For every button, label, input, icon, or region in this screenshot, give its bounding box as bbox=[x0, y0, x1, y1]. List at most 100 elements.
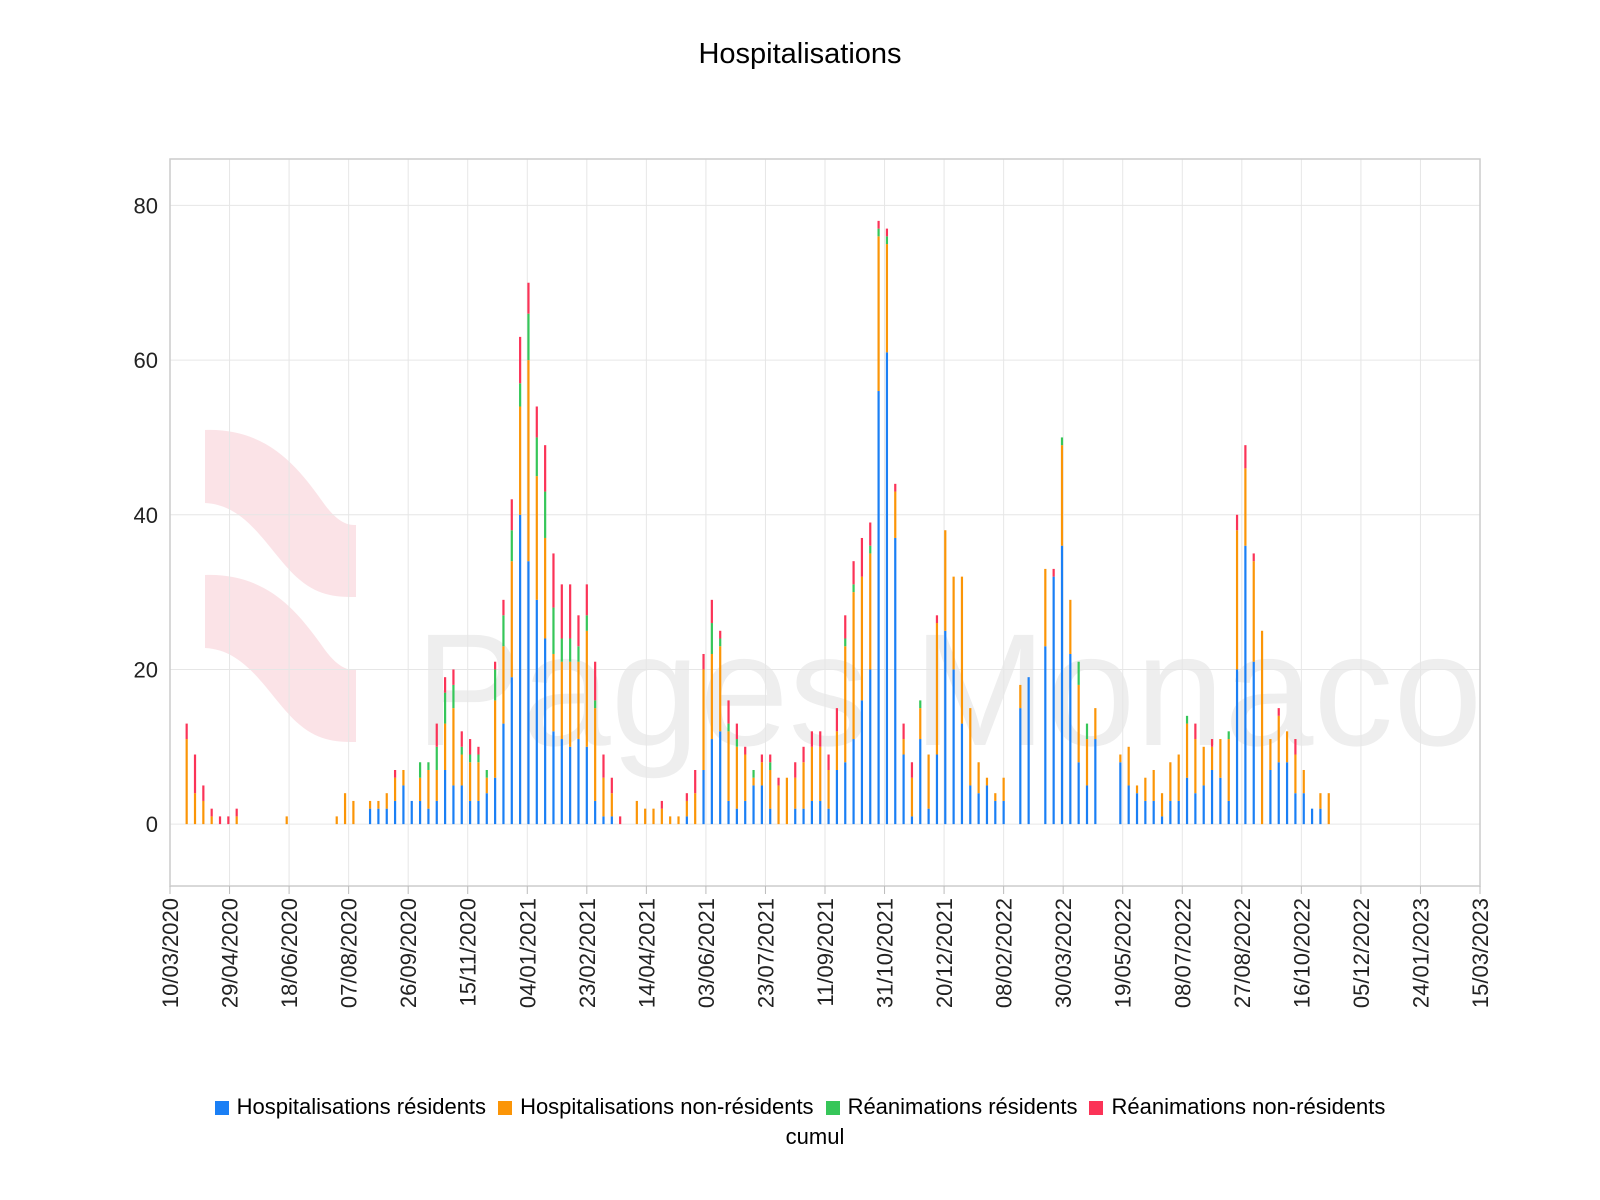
bar-hosp-non-residents bbox=[577, 661, 580, 740]
bar-rea-residents bbox=[585, 615, 588, 631]
bar-hosp-non-residents bbox=[377, 800, 380, 809]
bar-rea-residents bbox=[1077, 661, 1080, 685]
bar-hosp-residents bbox=[702, 769, 705, 825]
bar-rea-non-residents bbox=[794, 762, 797, 778]
bar-hosp-non-residents bbox=[702, 669, 705, 770]
bar-hosp-non-residents bbox=[510, 561, 513, 678]
bar-hosp-residents bbox=[935, 754, 939, 825]
bar-hosp-residents bbox=[960, 723, 964, 825]
bar-hosp-non-residents bbox=[1202, 746, 1205, 786]
bar-rea-residents bbox=[560, 638, 563, 662]
bar-rea-residents bbox=[510, 530, 513, 562]
bar-rea-residents bbox=[569, 638, 572, 662]
x-tick-label: 19/05/2022 bbox=[1111, 898, 1136, 1008]
bar-hosp-residents bbox=[1202, 785, 1205, 825]
bar-hosp-non-residents bbox=[1244, 468, 1247, 546]
bar-hosp-non-residents bbox=[635, 800, 638, 825]
y-tick-label: 0 bbox=[146, 812, 158, 837]
bar-rea-residents bbox=[1085, 723, 1089, 740]
bar-rea-residents bbox=[527, 313, 530, 361]
bar-hosp-residents bbox=[902, 754, 905, 825]
bar-hosp-non-residents bbox=[727, 731, 730, 801]
bar-hosp-residents bbox=[819, 800, 822, 825]
bar-hosp-non-residents bbox=[560, 661, 563, 740]
bar-rea-non-residents bbox=[552, 553, 555, 608]
x-tick-label: 27/08/2022 bbox=[1230, 898, 1255, 1008]
legend-item-rea-residents[interactable]: Réanimations résidents bbox=[825, 1092, 1077, 1122]
bar-hosp-non-residents bbox=[977, 762, 980, 794]
bar-hosp-residents bbox=[985, 785, 989, 825]
bar-hosp-residents bbox=[719, 731, 722, 825]
bar-hosp-non-residents bbox=[885, 244, 889, 353]
bar-hosp-residents bbox=[1002, 800, 1005, 825]
bar-hosp-residents bbox=[1044, 646, 1047, 825]
bar-hosp-non-residents bbox=[1094, 708, 1097, 740]
bar-hosp-residents bbox=[577, 739, 580, 825]
bar-hosp-non-residents bbox=[894, 491, 897, 538]
x-axis: 10/03/2020 29/04/2020 18/06/2020 07/08/2020… bbox=[158, 886, 1493, 1008]
bar-rea-non-residents bbox=[777, 777, 780, 786]
bar-hosp-non-residents bbox=[802, 762, 805, 809]
legend-item-hosp-non-residents[interactable]: Hospitalisations non-résidents bbox=[498, 1092, 814, 1122]
bar-hosp-residents bbox=[560, 739, 563, 825]
bar-hosp-residents bbox=[610, 816, 613, 825]
bar-rea-non-residents bbox=[877, 220, 880, 229]
x-tick-label: 30/03/2022 bbox=[1051, 898, 1076, 1008]
bar-hosp-residents bbox=[794, 808, 797, 825]
bar-rea-residents bbox=[852, 584, 855, 593]
bar-hosp-non-residents bbox=[869, 553, 872, 670]
bar-hosp-non-residents bbox=[418, 777, 422, 801]
bar-rea-non-residents bbox=[460, 731, 463, 747]
bar-hosp-residents bbox=[1244, 545, 1247, 825]
legend-item-hosp-residents[interactable]: Hospitalisations résidents bbox=[214, 1092, 486, 1122]
bar-hosp-non-residents bbox=[669, 816, 672, 825]
bar-rea-residents bbox=[877, 228, 880, 237]
bar-rea-non-residents bbox=[452, 669, 455, 685]
bar-hosp-residents bbox=[494, 777, 497, 825]
bar-rea-non-residents bbox=[685, 793, 688, 801]
bar-hosp-non-residents bbox=[202, 800, 205, 825]
bar-rea-residents bbox=[469, 754, 472, 763]
bar-hosp-non-residents bbox=[444, 723, 447, 770]
bar-hosp-residents bbox=[885, 352, 889, 825]
bar-rea-non-residents bbox=[744, 746, 747, 755]
x-tick-label: 07/08/2020 bbox=[337, 898, 362, 1008]
bar-rea-non-residents bbox=[602, 754, 605, 778]
bar-rea-non-residents bbox=[935, 615, 939, 624]
bar-rea-non-residents bbox=[477, 746, 480, 755]
bar-rea-non-residents bbox=[227, 816, 230, 825]
bar-hosp-non-residents bbox=[1002, 777, 1005, 801]
bar-hosp-residents bbox=[1119, 762, 1122, 825]
bar-hosp-non-residents bbox=[860, 576, 864, 701]
bar-hosp-residents bbox=[1294, 793, 1297, 825]
bar-rea-non-residents bbox=[769, 754, 772, 763]
bar-rea-non-residents bbox=[1294, 739, 1297, 755]
bar-rea-residents bbox=[885, 236, 889, 245]
bar-hosp-residents bbox=[1310, 808, 1314, 825]
bar-hosp-non-residents bbox=[285, 816, 288, 825]
bar-hosp-non-residents bbox=[769, 769, 772, 809]
x-tick-label: 14/04/2021 bbox=[634, 898, 659, 1008]
bar-rea-residents bbox=[519, 383, 522, 407]
bar-hosp-non-residents bbox=[502, 646, 505, 724]
bar-rea-residents bbox=[460, 746, 463, 755]
bar-rea-residents bbox=[1060, 437, 1064, 446]
bar-hosp-non-residents bbox=[644, 808, 647, 825]
bar-hosp-non-residents bbox=[1069, 599, 1072, 654]
bar-hosp-non-residents bbox=[819, 746, 822, 801]
bar-hosp-non-residents bbox=[752, 777, 755, 786]
bar-hosp-residents bbox=[1185, 777, 1189, 825]
bar-hosp-non-residents bbox=[1085, 739, 1089, 786]
bar-hosp-residents bbox=[502, 723, 505, 825]
bar-rea-non-residents bbox=[560, 584, 563, 639]
bar-rea-non-residents bbox=[594, 661, 597, 701]
bar-hosp-non-residents bbox=[1260, 630, 1264, 825]
bar-hosp-non-residents bbox=[519, 406, 522, 515]
legend-item-rea-non-residents[interactable]: Réanimations non-résidents bbox=[1089, 1092, 1385, 1122]
bar-hosp-residents bbox=[1052, 576, 1055, 825]
bar-hosp-non-residents bbox=[1302, 769, 1305, 794]
bar-rea-non-residents bbox=[210, 808, 213, 817]
watermark-logo: Pages Monaco bbox=[205, 429, 1482, 779]
bar-hosp-residents bbox=[1144, 800, 1147, 825]
bar-rea-residents bbox=[444, 692, 447, 724]
